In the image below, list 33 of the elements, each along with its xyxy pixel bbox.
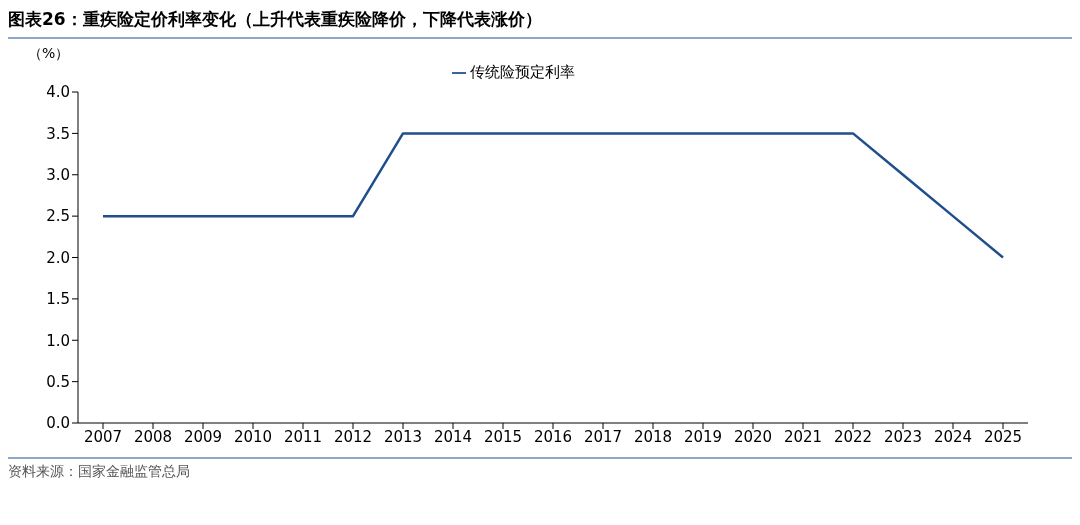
y-tick-label: 0.0 xyxy=(46,414,70,433)
y-tick-label: 3.0 xyxy=(46,166,70,185)
x-tick-label: 2016 xyxy=(533,427,573,446)
x-tick-label: 2009 xyxy=(183,427,223,446)
x-tick-label: 2018 xyxy=(633,427,673,446)
x-tick-label: 2007 xyxy=(83,427,123,446)
x-tick-label: 2013 xyxy=(383,427,423,446)
x-tick-label: 2023 xyxy=(883,427,923,446)
y-tick-label: 4.0 xyxy=(46,83,70,102)
y-tick-label: 1.0 xyxy=(46,331,70,350)
x-tick-label: 2015 xyxy=(483,427,523,446)
chart-title: 图表26：重疾险定价利率变化（上升代表重疾险降价，下降代表涨价） xyxy=(8,8,1072,39)
y-tick-label: 3.5 xyxy=(46,124,70,143)
y-tick-label: 1.5 xyxy=(46,290,70,309)
y-tick-label: 2.0 xyxy=(46,248,70,267)
y-tick-label: 0.5 xyxy=(46,372,70,391)
x-tick-label: 2024 xyxy=(933,427,973,446)
y-axis-title: （%） xyxy=(28,45,71,63)
x-tick-label: 2010 xyxy=(233,427,273,446)
x-tick-label: 2017 xyxy=(583,427,623,446)
y-tick-label: 2.5 xyxy=(46,207,70,226)
text: 资料来源：国家金融监管总局 xyxy=(8,463,191,481)
x-tick-label: 2014 xyxy=(433,427,473,446)
x-tick-label: 2020 xyxy=(733,427,773,446)
x-tick-label: 2025 xyxy=(983,427,1023,446)
x-tick-label: 2011 xyxy=(283,427,323,446)
x-tick-label: 2012 xyxy=(333,427,373,446)
x-tick-label: 2021 xyxy=(783,427,823,446)
x-tick-label: 2022 xyxy=(833,427,873,446)
legend-label: 传统险预定利率 xyxy=(469,63,575,81)
x-tick-label: 2019 xyxy=(683,427,723,446)
line-series xyxy=(101,132,1005,259)
x-tick-label: 2008 xyxy=(133,427,173,446)
